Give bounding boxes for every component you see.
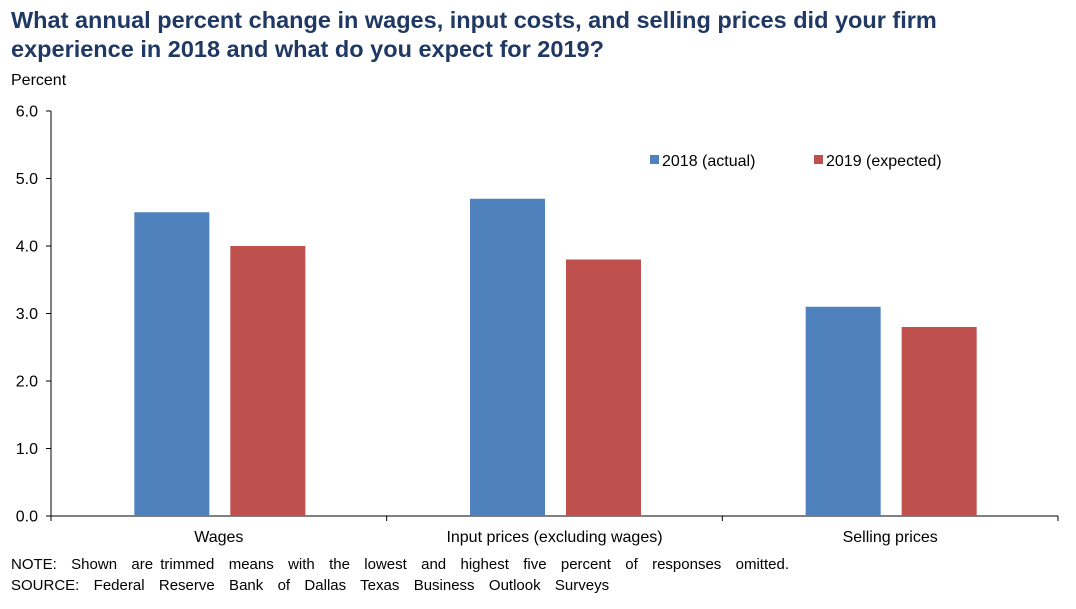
y-tick-label: 1.0 bbox=[16, 441, 38, 458]
bar-2019-2 bbox=[901, 327, 977, 516]
y-tick-label: 0.0 bbox=[16, 509, 38, 526]
bar-2018-2 bbox=[805, 306, 881, 516]
legend-swatch-2018 bbox=[650, 155, 659, 164]
y-tick-label: 2.0 bbox=[16, 374, 38, 391]
x-tick-label: Selling prices bbox=[843, 529, 938, 546]
y-tick-label: 5.0 bbox=[16, 171, 38, 188]
chart-note: NOTE: Shown are trimmed means with the l… bbox=[11, 556, 789, 573]
legend-label-2018: 2018 (actual) bbox=[662, 153, 755, 170]
bar-2019-1 bbox=[566, 259, 641, 516]
x-tick-label: Wages bbox=[194, 529, 243, 546]
chart-source: SOURCE: Federal Reserve Bank of Dallas T… bbox=[11, 577, 610, 594]
y-tick-label: 4.0 bbox=[16, 239, 38, 256]
chart-title: What annual percent change in wages, inp… bbox=[11, 7, 937, 62]
bar-2018-0 bbox=[134, 212, 210, 516]
x-tick-label: Input prices (excluding wages) bbox=[446, 529, 662, 546]
bar-2018-1 bbox=[470, 198, 545, 516]
y-axis-label: Percent bbox=[11, 72, 67, 89]
y-tick-label: 6.0 bbox=[16, 104, 38, 121]
bar-2019-0 bbox=[230, 246, 306, 516]
y-tick-label: 3.0 bbox=[16, 306, 38, 323]
legend-label-2019: 2019 (expected) bbox=[826, 153, 942, 170]
legend-swatch-2019 bbox=[814, 155, 823, 164]
